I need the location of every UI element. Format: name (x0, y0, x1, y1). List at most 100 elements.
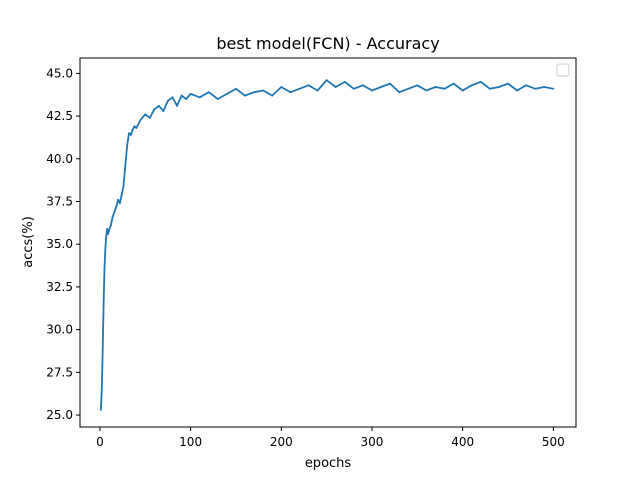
data-point (139, 118, 142, 121)
data-point (124, 164, 127, 167)
x-tick-label: 200 (270, 435, 293, 449)
x-tick-label: 500 (542, 435, 565, 449)
data-point (180, 94, 183, 97)
plot-background (80, 58, 576, 427)
x-tick-label: 300 (361, 435, 384, 449)
data-point (216, 98, 219, 100)
data-point (407, 87, 410, 90)
y-tick-label: 37.5 (46, 195, 73, 209)
data-point (198, 96, 201, 99)
data-point (507, 82, 509, 85)
data-point (185, 98, 187, 100)
accuracy-series-points (99, 79, 555, 411)
y-axis-label: accs(%) (21, 216, 36, 268)
data-point (105, 234, 108, 237)
data-point (106, 227, 109, 230)
data-point (298, 87, 301, 90)
data-point (103, 267, 106, 270)
data-point (461, 89, 464, 92)
data-point (479, 81, 482, 83)
data-point (115, 205, 118, 208)
y-tick-label: 45.0 (46, 66, 73, 80)
data-point (111, 215, 114, 218)
legend-box (556, 63, 570, 77)
data-point (516, 89, 518, 92)
data-point (253, 91, 255, 94)
data-point (118, 202, 121, 205)
data-point (133, 125, 136, 128)
data-point (325, 79, 328, 82)
y-tick-label: 25.0 (46, 408, 73, 422)
data-point (102, 303, 105, 305)
data-point (280, 86, 283, 88)
data-point (352, 87, 355, 90)
data-point (343, 81, 346, 83)
data-point (307, 84, 310, 87)
data-point (416, 84, 419, 87)
plot-frame (79, 57, 577, 428)
data-point (488, 87, 491, 90)
plot-area (79, 57, 577, 428)
data-point (334, 86, 337, 88)
data-point (107, 233, 110, 235)
data-point (122, 185, 125, 188)
chart-title: best model(FCN) - Accuracy (216, 34, 439, 53)
data-point (189, 92, 192, 95)
x-tick-label: 0 (96, 435, 104, 449)
data-point (552, 87, 555, 90)
data-point (271, 94, 274, 97)
y-tick-label: 40.0 (46, 152, 73, 166)
data-point (244, 94, 246, 97)
data-point (207, 91, 210, 94)
data-point (498, 86, 500, 88)
data-point (380, 86, 382, 88)
data-point (100, 388, 103, 391)
data-point (128, 132, 130, 135)
data-point (109, 224, 112, 227)
data-point (398, 91, 401, 94)
data-point (167, 99, 169, 102)
data-point (225, 92, 228, 95)
data-point (117, 198, 119, 201)
data-point (434, 86, 437, 88)
data-point (262, 89, 265, 92)
data-point (289, 91, 292, 94)
data-point (470, 84, 473, 87)
y-tick-label: 27.5 (46, 365, 73, 379)
x-axis-label: epochs (305, 456, 352, 471)
y-axis-ticks: 25.0 27.5 30.0 32.5 35.0 37.5 40.0 42.5 45.0 (46, 66, 80, 422)
data-point (148, 116, 151, 119)
data-point (525, 84, 528, 87)
data-point (129, 133, 132, 136)
y-tick-label: 42.5 (46, 109, 73, 123)
data-point (362, 84, 364, 87)
x-tick-label: 100 (179, 435, 202, 449)
data-point (162, 110, 165, 112)
data-point (126, 144, 129, 147)
data-point (371, 89, 373, 92)
y-tick-label: 30.0 (46, 323, 73, 337)
data-point (425, 89, 428, 92)
data-point (235, 87, 237, 90)
data-point (113, 210, 116, 213)
data-point (452, 82, 455, 85)
x-tick-label: 400 (451, 435, 474, 449)
y-tick-label: 32.5 (46, 280, 73, 294)
y-tick-label: 35.0 (46, 237, 73, 251)
data-point (131, 128, 134, 131)
data-point (108, 229, 110, 232)
data-point (104, 246, 107, 249)
data-point (99, 409, 102, 411)
data-point (316, 89, 319, 92)
data-point (176, 104, 178, 107)
data-point (543, 86, 546, 88)
data-point (135, 127, 138, 129)
data-point (443, 87, 446, 90)
data-point (144, 113, 147, 116)
data-point (101, 349, 104, 352)
data-point (389, 82, 392, 85)
data-point (171, 96, 174, 99)
data-point (153, 108, 156, 111)
data-point (157, 104, 160, 107)
